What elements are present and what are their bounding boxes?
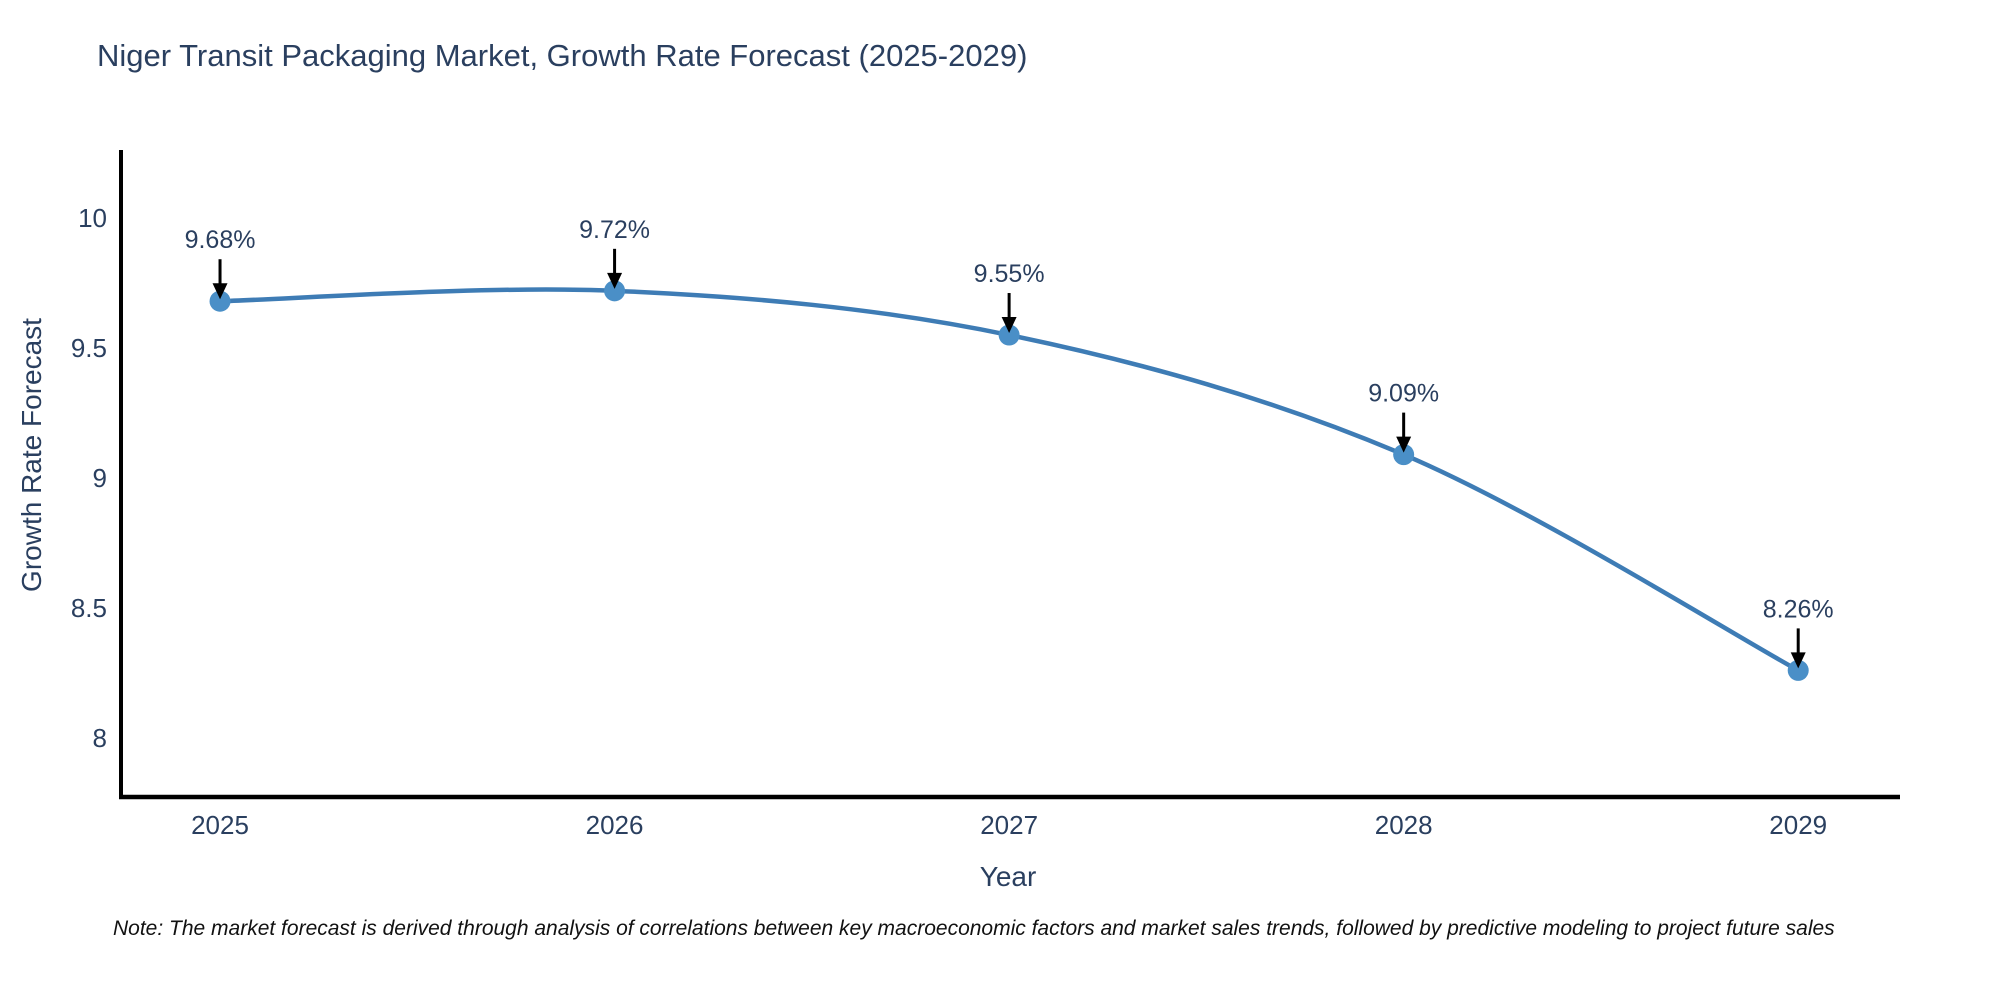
y-tick-label: 8.5	[71, 593, 107, 623]
y-tick-label: 10	[78, 203, 107, 233]
annotation-label: 9.68%	[185, 226, 256, 254]
data-point-2025	[209, 290, 231, 312]
annotation-label: 9.55%	[974, 260, 1045, 288]
data-point-2029	[1787, 659, 1809, 681]
data-point-2028	[1393, 444, 1415, 466]
chart-title: Niger Transit Packaging Market, Growth R…	[97, 38, 1028, 73]
annotation-arrowhead	[1790, 652, 1806, 669]
annotation-arrowhead	[1001, 317, 1017, 334]
x-tick-label: 2025	[191, 810, 249, 840]
annotation-arrowhead	[212, 283, 228, 300]
footnote: Note: The market forecast is derived thr…	[113, 917, 1835, 940]
annotation-arrowhead	[607, 272, 623, 289]
annotation-label: 9.09%	[1368, 380, 1439, 408]
x-tick-label: 2028	[1375, 810, 1433, 840]
data-point-2027	[998, 324, 1020, 346]
y-tick-label: 8	[93, 723, 107, 753]
y-tick-label: 9	[93, 463, 107, 493]
x-tick-label: 2029	[1769, 810, 1827, 840]
x-axis-title: Year	[979, 861, 1037, 892]
annotation-arrowhead	[1396, 436, 1412, 453]
annotation-label: 8.26%	[1763, 595, 1834, 623]
data-point-2026	[604, 280, 626, 302]
y-tick-label: 9.5	[71, 333, 107, 363]
annotation-label: 9.72%	[579, 216, 650, 244]
x-tick-label: 2027	[980, 810, 1038, 840]
x-tick-label: 2026	[586, 810, 644, 840]
line-series	[217, 287, 1801, 673]
